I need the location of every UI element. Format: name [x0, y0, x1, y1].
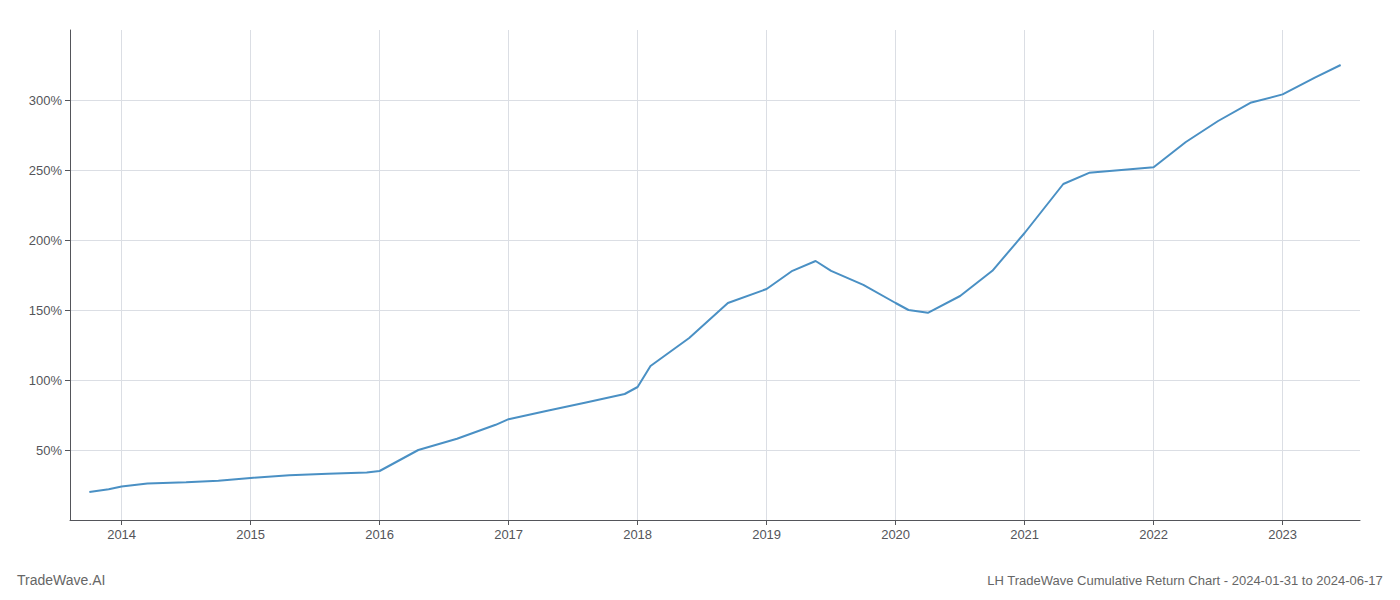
svg-text:150%: 150%: [29, 303, 63, 318]
svg-text:300%: 300%: [29, 93, 63, 108]
svg-text:TradeWave.AI: TradeWave.AI: [17, 572, 105, 588]
svg-text:2021: 2021: [1010, 527, 1039, 542]
svg-text:2019: 2019: [752, 527, 781, 542]
svg-text:2018: 2018: [623, 527, 652, 542]
svg-text:2016: 2016: [365, 527, 394, 542]
svg-text:LH TradeWave Cumulative Return: LH TradeWave Cumulative Return Chart - 2…: [987, 573, 1383, 588]
svg-text:250%: 250%: [29, 163, 63, 178]
svg-text:2020: 2020: [881, 527, 910, 542]
svg-text:2017: 2017: [494, 527, 523, 542]
svg-text:100%: 100%: [29, 373, 63, 388]
svg-text:2014: 2014: [107, 527, 136, 542]
svg-text:2023: 2023: [1268, 527, 1297, 542]
svg-text:50%: 50%: [36, 443, 62, 458]
svg-text:200%: 200%: [29, 233, 63, 248]
svg-text:2022: 2022: [1139, 527, 1168, 542]
svg-text:2015: 2015: [236, 527, 265, 542]
